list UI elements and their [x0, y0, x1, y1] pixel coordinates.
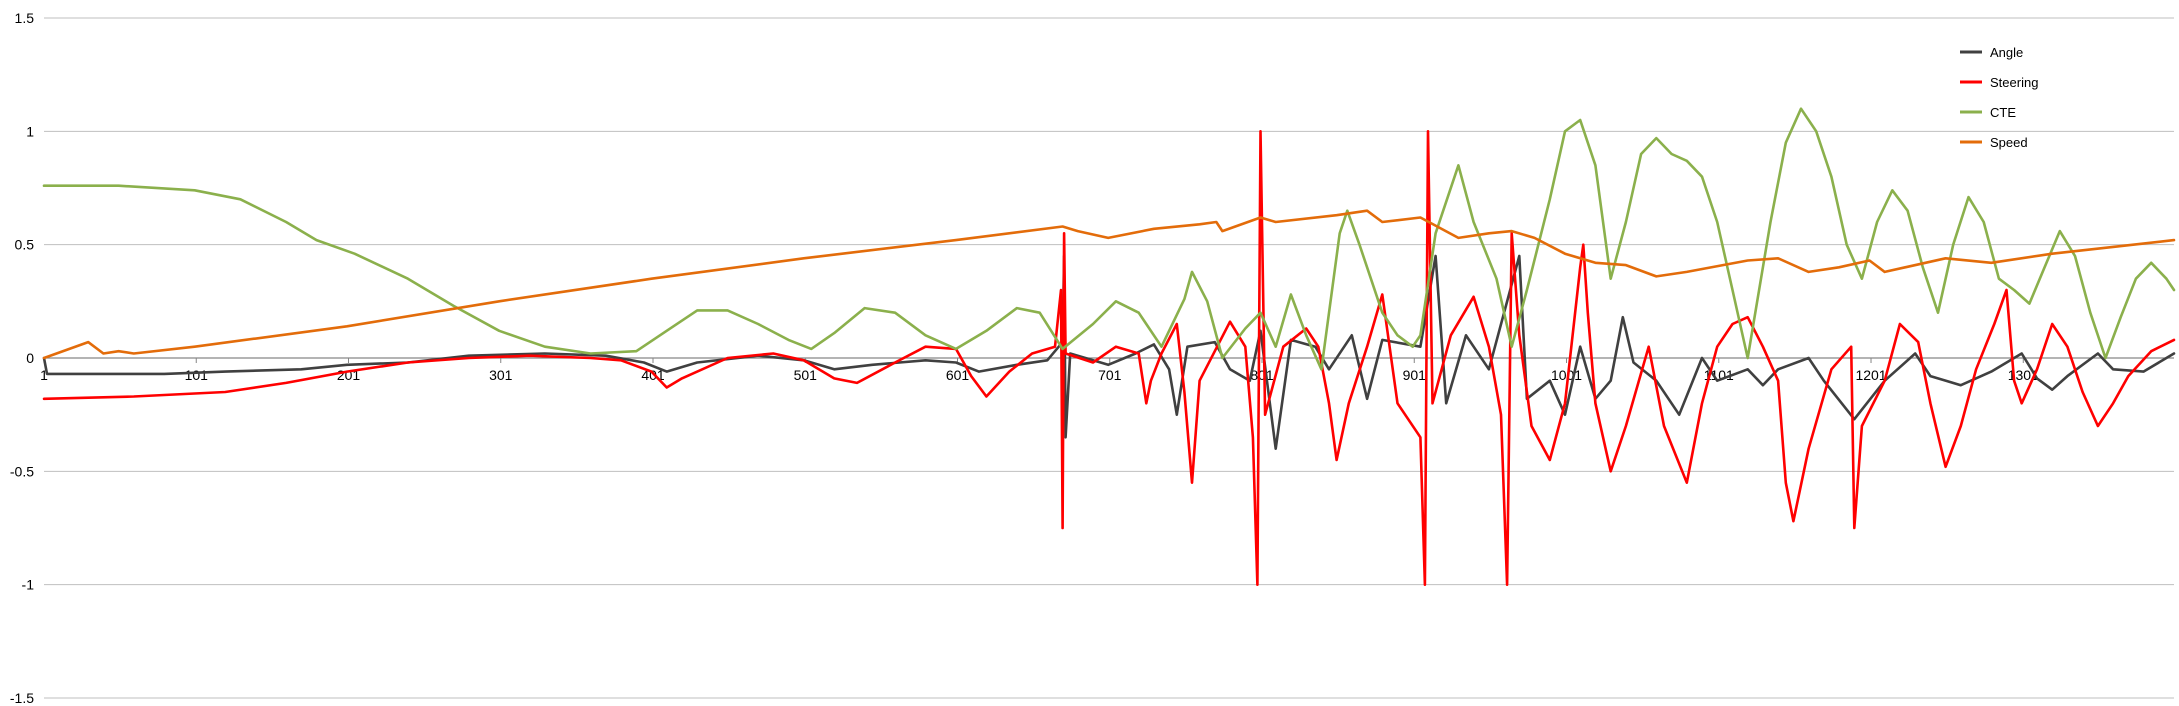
- series-line-speed: [42, 209, 2176, 360]
- x-tick-label: 501: [794, 367, 818, 383]
- plot-area: [42, 107, 2176, 586]
- legend-label-angle: Angle: [1990, 45, 2023, 60]
- y-tick-label: -0.5: [10, 463, 34, 479]
- x-tick-label: 1: [40, 367, 48, 383]
- x-tick-label: 901: [1403, 367, 1427, 383]
- legend: Angle Steering CTE Speed: [1960, 45, 2038, 150]
- series-line-cte: [42, 107, 2176, 371]
- legend-label-cte: CTE: [1990, 105, 2016, 120]
- y-tick-label: -1.5: [10, 690, 34, 706]
- y-tick-label: 0.5: [15, 237, 35, 253]
- x-tick-label: 801: [1250, 367, 1274, 383]
- x-tick-label: 301: [489, 367, 513, 383]
- y-tick-label: -1: [22, 577, 35, 593]
- x-tick-label: 101: [185, 367, 209, 383]
- y-tick-label: 1.5: [15, 10, 35, 26]
- y-tick-label: 1: [26, 123, 34, 139]
- x-tick-label: 601: [946, 367, 970, 383]
- x-tick-label: 701: [1098, 367, 1122, 383]
- series-line-steering: [42, 130, 2176, 586]
- series-line-angle: [42, 254, 2176, 450]
- y-axis: 1.5 1 0.5 0 -0.5 -1 -1.5: [10, 10, 34, 706]
- legend-label-steering: Steering: [1990, 75, 2038, 90]
- x-tick-label: 1201: [1855, 367, 1886, 383]
- legend-label-speed: Speed: [1990, 135, 2028, 150]
- y-tick-label: 0: [26, 350, 34, 366]
